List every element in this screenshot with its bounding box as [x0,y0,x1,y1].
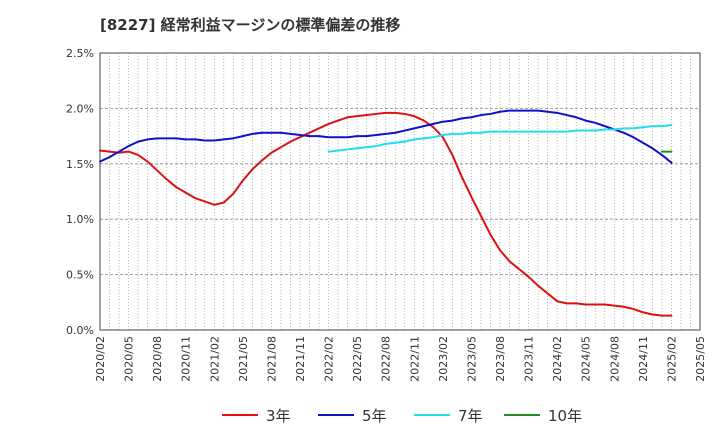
x-tick-labels: 2020/02 2020/05 2020/08 2020/11 2021/02 2021/… [94,336,707,382]
series-line-3 [327,124,673,153]
x-tick-label: 2021/05 [237,336,250,382]
y-tick-label: 0.5% [66,269,94,282]
plot-border [99,52,701,331]
plot-frame [99,52,701,331]
legend-swatch-10y [504,414,540,416]
x-tick-label: 2022/02 [323,336,336,382]
x-tick-label: 2020/08 [151,336,164,382]
x-tick-label: 2021/11 [294,336,307,382]
x-tick-label: 2020/11 [180,336,193,382]
x-tick-label: 2025/02 [665,336,678,382]
series-line-1 [99,111,673,317]
x-tick-label: 2021/02 [208,336,221,382]
y-tick-label: 0.0% [66,324,94,337]
legend-label-10y: 10年 [548,407,583,425]
x-tick-label: 2023/02 [437,336,450,382]
x-tick-label: 2022/08 [380,336,393,382]
x-tick-label: 2023/08 [494,336,507,382]
x-tick-label: 2023/05 [465,336,478,382]
x-tick-label: 2024/08 [608,336,621,382]
series-line-2 [99,109,673,164]
series-lines [99,109,673,317]
legend-swatch-3y [222,414,258,416]
y-tick-label: 2.5% [66,47,94,60]
legend-label-7y: 7年 [458,407,483,425]
legend: 3年 5年 7年 10年 [0,400,720,430]
x-tick-label: 2022/11 [408,336,421,382]
x-tick-label: 2024/02 [551,336,564,382]
y-tick-label: 1.0% [66,213,94,226]
x-tick-label: 2024/05 [580,336,593,382]
legend-label-3y: 3年 [266,407,291,425]
x-tick-label: 2020/05 [123,336,136,382]
legend-label-5y: 5年 [362,407,387,425]
x-tick-label: 2023/11 [523,336,536,382]
x-tick-label: 2020/02 [94,336,107,382]
legend-swatch-5y [318,414,354,416]
x-tick-label: 2025/05 [694,336,707,382]
x-tick-label: 2024/11 [637,336,650,382]
chart-title: [8227] 経常利益マージンの標準偏差の推移 [100,16,401,34]
x-tick-label: 2021/08 [265,336,278,382]
y-tick-labels: 0.0% 0.5% 1.0% 1.5% 2.0% 2.5% [66,47,94,337]
x-tick-label: 2022/05 [351,336,364,382]
y-tick-label: 2.0% [66,102,94,115]
grid-layer [99,52,701,330]
y-tick-label: 1.5% [66,158,94,171]
legend-swatch-7y [414,414,450,416]
